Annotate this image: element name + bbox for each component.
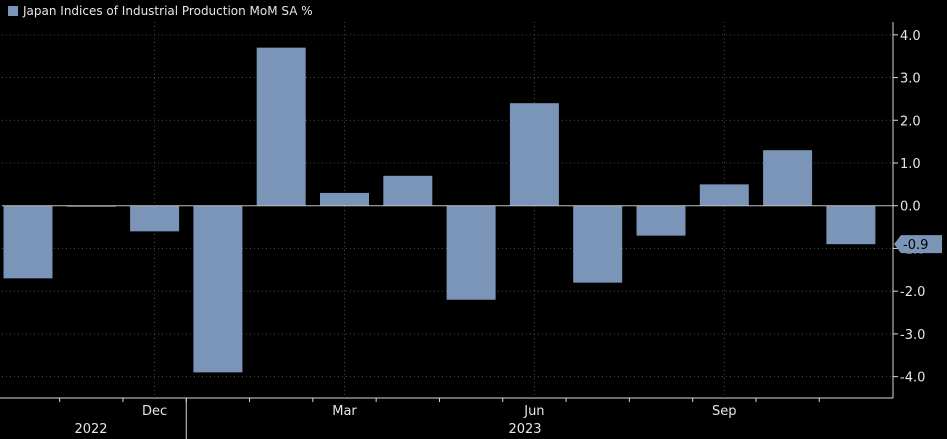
bar [763, 150, 813, 206]
legend: Japan Indices of Industrial Production M… [8, 4, 313, 18]
y-tick-label: -3.0 [900, 328, 925, 343]
legend-swatch [8, 6, 18, 16]
last-value-tag [894, 235, 942, 254]
legend-label: Japan Indices of Industrial Production M… [23, 4, 313, 18]
y-tick-label: 0.0 [900, 200, 921, 215]
x-month-label: Sep [712, 404, 737, 419]
bar [699, 184, 749, 206]
y-tick-label: -2.0 [900, 285, 925, 300]
bar [446, 205, 496, 300]
y-tick-label: -4.0 [900, 371, 925, 386]
bar [130, 205, 180, 232]
bar [320, 192, 369, 206]
x-year-label: 2023 [508, 422, 541, 437]
bar [383, 175, 433, 206]
x-year-label: 2022 [74, 422, 107, 437]
bar [256, 47, 306, 206]
y-tick-label: 3.0 [900, 72, 921, 87]
x-month-label: Mar [332, 404, 357, 419]
bar [573, 205, 623, 283]
x-month-label: Jun [523, 404, 544, 419]
bar [636, 205, 686, 236]
y-tick-label: 1.0 [900, 157, 921, 172]
bar [509, 103, 559, 206]
x-month-label: Dec [142, 404, 167, 419]
bar [193, 205, 243, 373]
y-tick-label: 2.0 [900, 114, 921, 129]
y-tick-label: 4.0 [900, 29, 921, 44]
last-value-label: -0.9 [903, 238, 928, 253]
bar [3, 205, 53, 279]
bar [826, 205, 876, 245]
